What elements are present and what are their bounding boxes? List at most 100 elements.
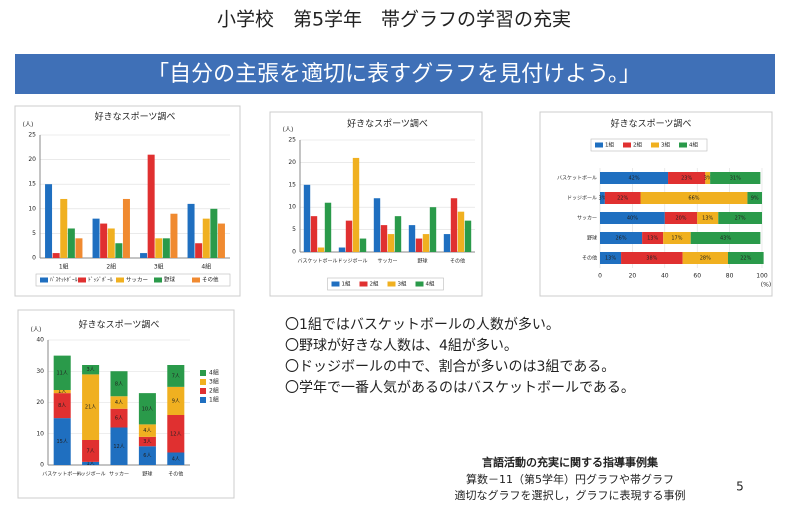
bar-segment: [642, 232, 664, 244]
data-label: 21人: [85, 405, 96, 411]
data-label: 9人: [172, 398, 180, 404]
bar-segment: [53, 393, 71, 419]
bar-segment: [668, 172, 706, 184]
legend-swatch: [200, 370, 206, 376]
bar-segment: [640, 192, 748, 204]
bar-segment: [690, 232, 761, 244]
bar: [415, 238, 423, 252]
y-tick-label: 0: [40, 462, 44, 469]
bar: [338, 247, 346, 252]
bar: [75, 238, 83, 258]
x-tick-label: 4組: [201, 263, 211, 271]
bar-segment: [727, 252, 764, 264]
legend-label: 3組: [398, 280, 407, 288]
x-tick-label: 野球: [142, 471, 152, 478]
data-label: 3%: [598, 196, 606, 202]
x-tick-label: サッカー: [377, 259, 397, 265]
bar: [60, 198, 68, 258]
note: 〇野球が好きな人数は、4組が多い。: [285, 337, 518, 354]
slide-title: 小学校 第5学年 帯グラフの学習の充実: [217, 9, 571, 31]
y-tick-label: サッカー: [577, 216, 597, 222]
x-tick-label: 40: [661, 273, 669, 280]
bar-segment: [53, 355, 71, 390]
x-tick-label: 1組: [59, 263, 69, 271]
x-tick-label: 80: [726, 273, 734, 280]
bar-segment: [621, 252, 683, 264]
y-tick-label: 15: [28, 181, 36, 188]
data-label: 31%: [730, 176, 741, 182]
note: 〇ドッジボールの中で、割合が多いのは3組である。: [285, 358, 615, 375]
chart-title: 好きなスポーツ調べ: [79, 319, 160, 331]
data-label: 7人: [172, 373, 180, 379]
legend-swatch: [200, 397, 206, 403]
bar: [464, 220, 472, 252]
x-tick-label: その他: [450, 258, 465, 265]
bar-segment: [138, 393, 156, 425]
data-label: 1人: [87, 461, 95, 467]
x-tick-label: 野球: [417, 258, 427, 265]
data-label: 4人: [143, 428, 151, 434]
y-axis-label: (人): [23, 122, 34, 129]
bar-segment: [82, 374, 100, 440]
data-label: 40%: [627, 216, 638, 222]
legend-label: その他: [202, 276, 219, 284]
legend-frame: [590, 138, 708, 152]
y-tick-label: 20: [288, 159, 296, 166]
data-label: 13%: [702, 216, 713, 222]
chart-title: 好きなスポーツ調べ: [611, 118, 692, 130]
bar: [345, 220, 353, 252]
x-tick-label: サッカー: [109, 472, 129, 478]
data-label: 43%: [720, 236, 731, 242]
bar-segment: [110, 396, 128, 409]
data-label: 3人: [87, 367, 95, 373]
bar: [92, 218, 100, 258]
legend-label: 2組: [370, 280, 379, 288]
data-label: 42%: [628, 176, 639, 182]
bar: [45, 184, 53, 258]
bar: [195, 243, 203, 258]
legend-label: 3組: [661, 141, 670, 149]
bar-segment: [82, 440, 100, 462]
bar: [422, 234, 430, 252]
bar-segment: [138, 424, 156, 437]
legend-label: ﾊﾞｽｹｯﾄﾎﾞｰﾙ: [50, 277, 78, 284]
bar: [387, 234, 395, 252]
y-tick-label: 20: [36, 399, 44, 406]
bar: [380, 225, 388, 252]
bar: [210, 208, 218, 258]
legend-swatch: [331, 281, 340, 287]
chart-title: 好きなスポーツ調べ: [95, 111, 176, 123]
legend-swatch: [200, 388, 206, 394]
data-label: 4人: [172, 456, 180, 462]
legend-swatch: [200, 379, 206, 385]
data-label: 20%: [675, 216, 686, 222]
banner: [15, 54, 775, 94]
legend-frame: [35, 273, 231, 287]
footer-line: 算数－11（第5学年）円グラフや帯グラフ: [466, 472, 674, 486]
legend-frame: [327, 277, 444, 291]
bar: [170, 213, 178, 258]
y-tick-label: 15: [288, 181, 296, 188]
data-label: 7人: [87, 448, 95, 454]
x-tick-label: バスケットボール: [297, 258, 337, 265]
bar: [52, 253, 60, 258]
bar: [324, 202, 332, 252]
data-label: 27%: [735, 216, 746, 222]
data-label: 15人: [57, 439, 68, 445]
note: 〇学年で一番人気があるのはバスケットボールである。: [285, 380, 635, 396]
bar-segment: [53, 418, 71, 465]
legend-swatch: [651, 142, 659, 148]
legend-swatch: [623, 142, 631, 148]
legend-swatch: [40, 277, 48, 283]
data-label: 23%: [681, 176, 692, 182]
banner-text: 「自分の主張を適切に表すグラフを見付けよう。」: [147, 62, 641, 87]
data-label: 17%: [671, 236, 682, 242]
bar-segment: [682, 252, 728, 264]
bar: [373, 198, 381, 252]
bar: [162, 238, 170, 258]
bar-segment: [53, 390, 71, 394]
footer-line: 適切なグラフを選択し，グラフに表現する事例: [455, 488, 686, 502]
data-label: 10人: [142, 406, 153, 412]
y-tick-label: ドッジボール: [567, 195, 597, 202]
